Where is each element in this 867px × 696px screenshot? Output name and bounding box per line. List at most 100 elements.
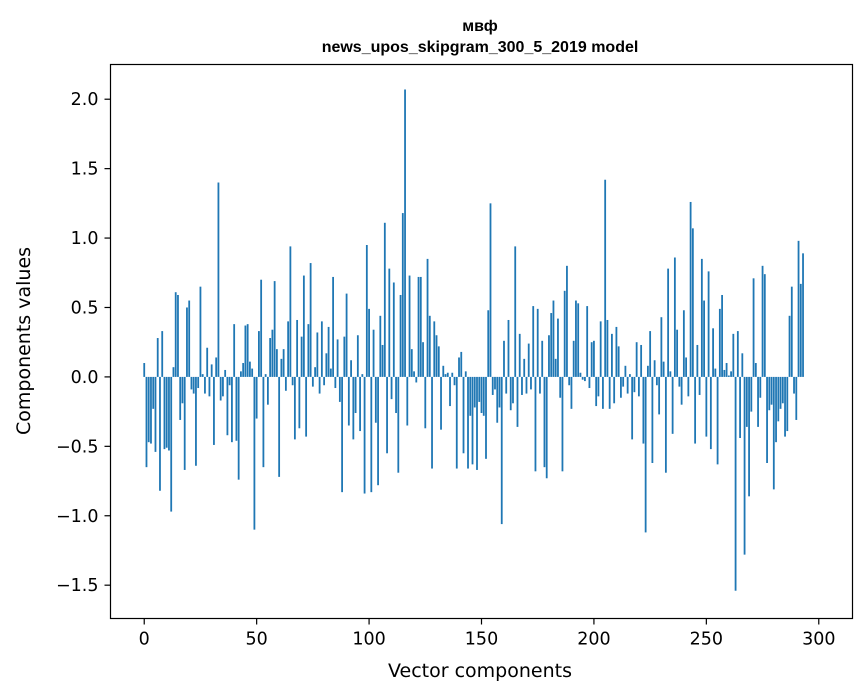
bar-268 (745, 376, 748, 427)
bar-155 (491, 376, 494, 395)
bar-8 (161, 331, 164, 377)
bar-105 (379, 315, 382, 377)
bar-210 (615, 326, 618, 377)
bar-25 (199, 286, 202, 377)
bar-183 (554, 358, 557, 377)
bar-42 (237, 376, 240, 480)
bar-243 (689, 201, 692, 377)
bar-22 (192, 376, 195, 394)
bar-76 (314, 367, 317, 377)
bar-223 (644, 376, 647, 533)
bar-227 (653, 360, 656, 377)
bar-75 (311, 376, 314, 387)
bar-137 (451, 372, 454, 377)
bar-163 (509, 376, 512, 411)
bar-103 (374, 376, 377, 423)
bar-58 (273, 281, 276, 377)
bar-187 (563, 290, 566, 377)
bar-30 (210, 364, 213, 377)
bar-279 (770, 376, 773, 405)
bar-127 (428, 315, 431, 377)
chart-subtitle: news_upos_skipgram_300_5_2019 model (322, 39, 639, 56)
bar-70 (300, 336, 303, 377)
bar-83 (329, 368, 332, 377)
bar-185 (559, 376, 562, 398)
bar-246 (696, 344, 699, 377)
bar-249 (703, 300, 705, 377)
bar-284 (781, 376, 784, 404)
bar-156 (494, 376, 496, 390)
bar-26 (201, 374, 204, 377)
bar-135 (446, 372, 449, 377)
bar-0 (143, 363, 146, 377)
bar-178 (543, 376, 546, 468)
bar-89 (343, 336, 346, 377)
bar-78 (318, 376, 321, 394)
bar-102 (372, 329, 375, 377)
bar-148 (476, 376, 478, 470)
bar-180 (548, 335, 550, 377)
bar-117 (406, 376, 409, 426)
bar-147 (473, 376, 476, 408)
bar-232 (664, 376, 667, 473)
bar-236 (673, 257, 676, 377)
bar-50 (255, 376, 258, 419)
bar-172 (530, 376, 532, 390)
bar-38 (228, 376, 231, 386)
bar-161 (505, 376, 508, 394)
bar-217 (631, 376, 634, 440)
bar-201 (595, 376, 598, 407)
bar-138 (453, 376, 456, 386)
bar-264 (736, 331, 739, 377)
bar-94 (354, 376, 357, 414)
bar-53 (262, 376, 265, 468)
bar-13 (172, 367, 175, 377)
bar-245 (694, 376, 697, 444)
bar-288 (790, 286, 793, 377)
bar-186 (561, 376, 564, 472)
bar-32 (215, 357, 218, 377)
bar-277 (766, 376, 768, 463)
bar-175 (536, 308, 539, 377)
bar-143 (464, 371, 467, 377)
bar-72 (305, 376, 308, 437)
bar-97 (361, 374, 364, 377)
bar-280 (772, 376, 775, 490)
y-tick-label: 2.0 (71, 90, 99, 110)
bar-262 (732, 333, 735, 377)
bar-52 (260, 279, 263, 377)
bar-170 (525, 376, 528, 394)
bar-123 (419, 276, 422, 377)
bar-213 (622, 376, 625, 387)
x-axis-label: Vector components (388, 660, 572, 682)
bar-146 (471, 376, 474, 465)
bar-134 (444, 374, 447, 377)
bar-104 (377, 376, 379, 486)
bar-244 (691, 228, 694, 377)
bar-14 (174, 292, 177, 377)
bar-169 (523, 358, 526, 377)
bar-286 (786, 376, 789, 432)
bar-131 (437, 346, 440, 377)
bar-176 (539, 376, 541, 394)
bar-136 (449, 376, 451, 407)
bar-151 (482, 376, 485, 416)
bar-1 (145, 376, 148, 468)
bar-258 (723, 369, 726, 377)
bar-197 (586, 306, 589, 377)
bar-19 (186, 307, 188, 377)
bar-46 (246, 324, 249, 377)
bar-145 (469, 376, 472, 416)
bar-2 (147, 376, 150, 443)
bar-91 (347, 376, 350, 426)
x-tick-label: 50 (246, 630, 268, 650)
bar-200 (593, 340, 595, 377)
x-axis-ticks: 0 50 100 150 200 250 300 (139, 618, 835, 650)
bar-289 (793, 376, 795, 394)
bar-278 (768, 376, 771, 411)
bar-240 (682, 310, 685, 377)
bar-139 (455, 376, 458, 469)
bar-208 (611, 333, 613, 377)
bar-49 (253, 376, 256, 530)
bar-281 (775, 376, 777, 443)
